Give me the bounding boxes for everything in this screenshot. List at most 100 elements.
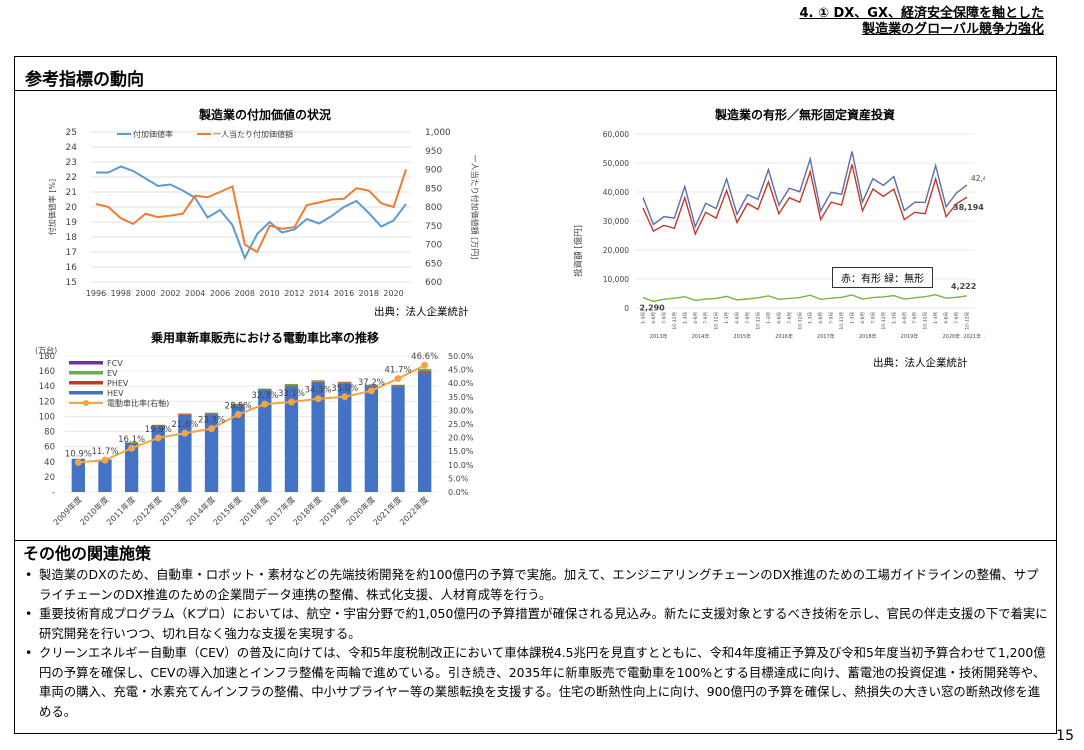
chart1-legend-label: 付加価値率 xyxy=(133,129,173,139)
chart3-ratio-label: 34.3% xyxy=(305,386,332,396)
chart3-ytick: 60 xyxy=(44,443,55,453)
chart3-bar-ev xyxy=(204,412,219,414)
chart2-ytick: 60,000 xyxy=(603,130,629,139)
chart3-ratio-label: 32.3% xyxy=(251,391,278,401)
chart3-bar-hev xyxy=(98,459,112,492)
chart3-ratio-label: 33.1% xyxy=(278,389,305,399)
chart3-ratio-label: 21.6% xyxy=(171,420,198,430)
chart2-ytick: 30,000 xyxy=(603,217,629,226)
chart2-xtick-year: 2018年 xyxy=(859,333,877,340)
chart3-ytick: 180 xyxy=(39,352,55,362)
chart2-xtick-quarter: 10-12月 xyxy=(797,312,803,330)
chart2-xtick-quarter: 10-12月 xyxy=(965,312,971,330)
chart2-xtick-quarter: 10-12月 xyxy=(881,312,887,330)
chart1-ytick-left: 18 xyxy=(66,233,78,243)
chart3-ytick-right: 20.0% xyxy=(448,434,474,443)
chart3-bar-phev xyxy=(204,413,219,415)
policy-item: クリーンエネルギー自動車（CEV）の普及に向けては、令和5年度税制改正において車… xyxy=(23,643,1048,721)
chart1-xtick: 2016 xyxy=(334,289,354,298)
chart3-ytick-right: 0.0% xyxy=(448,488,469,497)
chart3-bar-ev xyxy=(124,442,139,443)
chart2-xtick-quarter: 1-3月 xyxy=(724,312,730,324)
chart3-bar-phev xyxy=(231,404,245,406)
chart3-bar-phev xyxy=(418,371,432,373)
chart1-xtick: 2018 xyxy=(359,289,379,298)
chart1-ytick-left: 22 xyxy=(66,173,77,183)
related-policies: その他の関連施策 製造業のDXのため、自動車・ロボット・素材などの先端技術開発を… xyxy=(15,540,1056,735)
chart1-ytick-left: 17 xyxy=(66,248,77,258)
chart3-legend-label: 電動車比率(右軸) xyxy=(107,398,169,408)
chart3-legend-label: EV xyxy=(107,369,118,378)
chart1-xtick: 2000 xyxy=(135,289,155,298)
chart1-ytick-left: 25 xyxy=(66,128,77,138)
chart3-legend-swatch xyxy=(69,361,103,365)
chart2-series-tangible xyxy=(642,164,968,237)
chart3-ytick: 100 xyxy=(39,412,55,422)
chart2-xtick-year: 2020年 xyxy=(942,333,960,340)
chart3-bar-hev xyxy=(338,383,352,492)
chart3-ratio-point xyxy=(234,410,242,418)
chart3-ytick: 80 xyxy=(44,428,55,438)
chart3-ratio-point xyxy=(128,444,136,452)
chart3-bar-hev xyxy=(231,405,245,492)
chart3-ytick-right: 15.0% xyxy=(448,447,474,456)
chart3-ratio-point xyxy=(74,458,82,466)
chart1-ytick-left: 23 xyxy=(66,158,77,168)
chart3-ytick-right: 50.0% xyxy=(448,352,474,361)
chart2-xtick-quarter: 7-9月 xyxy=(703,312,709,324)
chart2-xtick-quarter: 7-9月 xyxy=(829,312,835,324)
chart1-ylabel-left: 付加価値率 [%] xyxy=(47,179,57,235)
chart3-ratio-label: 41.7% xyxy=(385,366,412,376)
chart3-ratio-label: 19.9% xyxy=(145,425,172,435)
chart2-xtick-year: 2022年 xyxy=(984,333,985,340)
chart2-xtick-quarter: 10-12月 xyxy=(672,312,678,330)
chart2-xtick-quarter: 4-6月 xyxy=(860,312,866,324)
chart3-legend-swatch xyxy=(69,381,103,385)
chart1-ylabel-right: 一人当たり付加価値額 [万円] xyxy=(470,155,480,260)
chart1-ytick-left: 24 xyxy=(66,143,78,153)
chart2-xtick-year: 2015年 xyxy=(733,333,751,340)
chart3-bar-phev xyxy=(311,381,325,383)
chart3-bar-hev xyxy=(71,458,85,492)
chart3-ratio-point xyxy=(341,393,349,401)
chart1-xtick: 2008 xyxy=(235,289,255,298)
chart3-ytick-right: 40.0% xyxy=(448,379,474,388)
chart1-series-value-added-rate xyxy=(96,165,407,261)
chart3-xtick: 2022年度 xyxy=(397,494,430,527)
chart2-xtick-quarter: 10-12月 xyxy=(714,312,720,330)
chart3-ytick-right: 30.0% xyxy=(448,406,474,415)
content-frame: 参考指標の動向 製造業の付加価値の状況 15 16 17 18 19 20 21 22 23 24… xyxy=(14,56,1057,734)
chart3-bar-ev xyxy=(418,368,432,372)
policy-item: 重要技術育成プログラム（Kプロ）においては、航空・宇宙分野で約1,050億円の予… xyxy=(23,604,1048,643)
chart3-ytick-right: 35.0% xyxy=(448,393,474,402)
chart3-ytick: 20 xyxy=(44,473,55,483)
chart3-ytick-right: 25.0% xyxy=(448,420,474,429)
chart2-xtick-quarter: 4-6月 xyxy=(776,312,782,324)
chart3-ratio-point xyxy=(287,398,295,406)
chart1-xtick: 2002 xyxy=(160,289,180,298)
chart3-legend-label: PHEV xyxy=(107,379,129,388)
chart3-ratio-label: 37.2% xyxy=(358,378,385,388)
chart1-ytick-right: 800 xyxy=(425,203,442,213)
chart2-ylabel: 投資額 [億円] xyxy=(573,225,584,277)
chart2-xtick-year: 2016年 xyxy=(775,333,793,340)
header-line2: 製造業のグローバル競争力強化 xyxy=(862,22,1044,37)
chart3-bar-ev xyxy=(151,424,165,426)
chart3-bar-ev xyxy=(364,384,379,386)
chart2-xtick-quarter: 7-9月 xyxy=(912,312,918,324)
chart3-bar-hev xyxy=(151,426,165,492)
chart3-bar-hev xyxy=(124,442,139,492)
chart3-bar-ev xyxy=(258,388,272,390)
chart3-ratio-point xyxy=(181,429,189,437)
chart3-ytick: 120 xyxy=(39,397,55,407)
chart2-xtick-quarter: 4-6月 xyxy=(902,312,908,324)
chart2-value-label: 38,194 xyxy=(953,203,984,212)
chart3-ratio-label: 11.7% xyxy=(91,447,118,457)
chart2-xtick-quarter: 7-9月 xyxy=(661,312,667,324)
chart2-series-intangible xyxy=(642,293,968,303)
chart3-ratio-label: 16.1% xyxy=(118,435,145,445)
chart1-ytick-right: 950 xyxy=(425,147,442,157)
section-title: 参考指標の動向 xyxy=(15,57,1056,91)
chart3-bar-phev xyxy=(338,382,352,384)
chart1-ytick-right: 850 xyxy=(425,184,442,194)
